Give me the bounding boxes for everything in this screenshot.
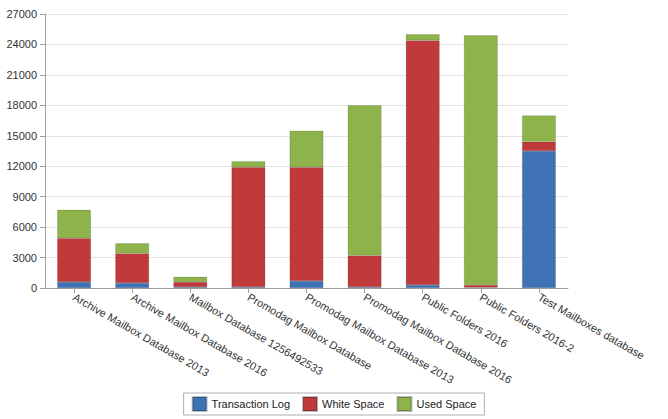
svg-text:6000: 6000: [13, 221, 37, 233]
svg-text:24000: 24000: [6, 38, 37, 50]
svg-text:Archive Mailbox Database 2016: Archive Mailbox Database 2016: [129, 290, 270, 379]
svg-text:0: 0: [31, 282, 37, 294]
svg-text:Public Folders 2016: Public Folders 2016: [419, 290, 510, 350]
svg-text:21000: 21000: [6, 69, 37, 81]
svg-text:Promodag Mailbox Database 2013: Promodag Mailbox Database 2013: [303, 290, 456, 386]
svg-text:Test Mailboxes database: Test Mailboxes database: [536, 291, 647, 362]
svg-text:Promodag Mailbox Database: Promodag Mailbox Database: [245, 290, 375, 372]
svg-text:Promodag Mailbox Database 2016: Promodag Mailbox Database 2016: [361, 290, 515, 386]
svg-text:9000: 9000: [13, 191, 37, 203]
svg-text:Used Space: Used Space: [416, 398, 476, 410]
svg-text:3000: 3000: [13, 252, 37, 264]
svg-text:Archive Mailbox Database 2013: Archive Mailbox Database 2013: [71, 290, 212, 379]
svg-text:White Space: White Space: [322, 398, 384, 410]
svg-text:15000: 15000: [6, 130, 37, 142]
svg-text:Public Folders 2016-2: Public Folders 2016-2: [478, 291, 577, 355]
svg-text:Transaction Log: Transaction Log: [212, 398, 290, 410]
svg-text:12000: 12000: [6, 160, 37, 172]
svg-text:Mailbox Database 1256492533: Mailbox Database 1256492533: [187, 290, 325, 378]
svg-text:18000: 18000: [6, 99, 37, 111]
svg-text:27000: 27000: [6, 8, 37, 20]
